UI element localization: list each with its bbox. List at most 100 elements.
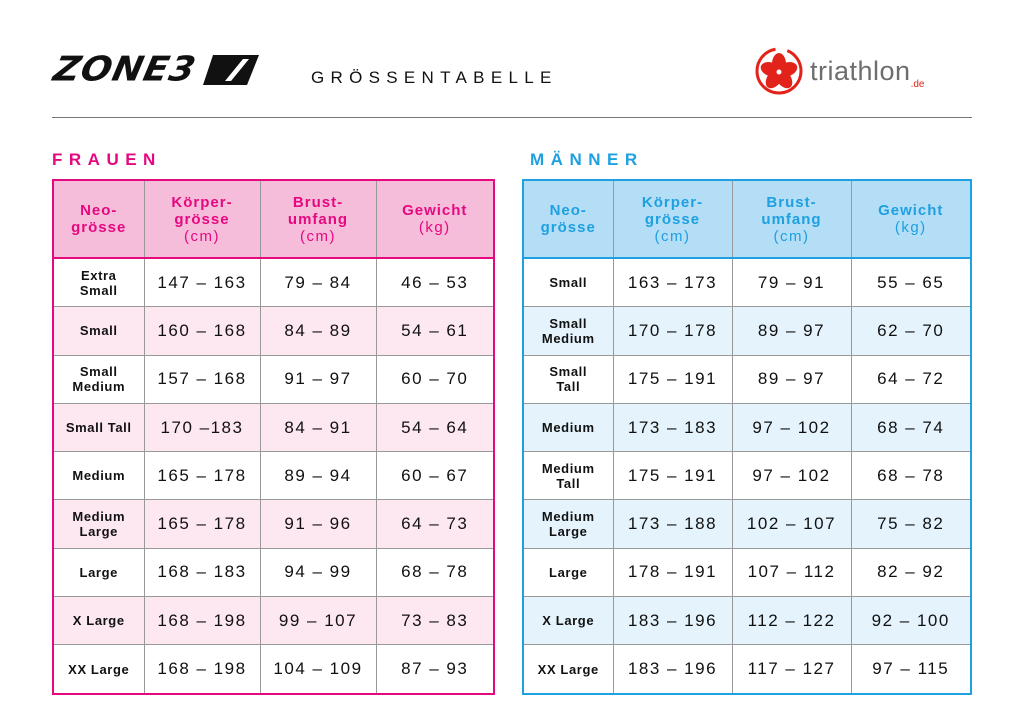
size-cell: X Large (52, 596, 145, 646)
column-header-unit: (kg) (894, 219, 927, 236)
column-header: Brust- umfang (cm) (259, 180, 376, 259)
header-row: Neo- grösse Körper- grösse (cm) Brust- umfa… (522, 180, 971, 259)
range-cell: 92 – 100 (850, 596, 972, 646)
header-divider (52, 117, 972, 118)
range-cell: 94 – 99 (259, 547, 377, 598)
size-cell: X Large (522, 596, 614, 646)
size-cell: Medium (522, 402, 614, 453)
column-header: Neo- grösse (52, 180, 144, 259)
range-cell: 55 – 65 (850, 257, 972, 308)
zone3-slash-icon (203, 55, 260, 85)
women-title: FRAUEN (52, 150, 162, 169)
range-cell: 97 – 102 (731, 451, 852, 501)
range-cell: 79 – 91 (731, 257, 852, 308)
table-row: Medium Tall 175 – 191 97 – 102 68 – 78 (522, 451, 972, 501)
range-cell: 75 – 82 (850, 499, 972, 549)
size-cell: Medium Tall (522, 451, 614, 501)
size-cell: Small (52, 306, 145, 356)
zone3-logo: ZONE3 (50, 50, 260, 89)
range-cell: 183 – 196 (612, 596, 733, 646)
table-row: Small 160 – 168 84 – 89 54 – 61 (52, 306, 495, 356)
table-row: XX Large 183 – 196 117 – 127 97 – 115 (522, 644, 972, 695)
table-row: Small 163 – 173 79 – 91 55 – 65 (522, 257, 972, 308)
column-header: Gewicht (kg) (850, 180, 971, 259)
range-cell: 160 – 168 (143, 306, 261, 356)
range-cell: 62 – 70 (850, 306, 972, 356)
table-row: XX Large 168 – 198 104 – 109 87 – 93 (52, 644, 495, 695)
range-cell: 89 – 97 (731, 306, 852, 356)
size-cell: Small (522, 257, 614, 308)
range-cell: 84 – 89 (259, 306, 377, 356)
range-cell: 89 – 94 (259, 451, 377, 501)
column-header-unit: (kg) (418, 219, 451, 236)
range-cell: 79 – 84 (259, 257, 377, 308)
column-header-label: Brust- umfang (287, 193, 349, 228)
range-cell: 84 – 91 (259, 402, 377, 453)
size-cell: Medium Large (52, 499, 145, 549)
column-header-label: Brust- umfang (761, 193, 822, 228)
range-cell: 46 – 53 (375, 257, 495, 308)
table-row: Medium Large 173 – 188 102 – 107 75 – 82 (522, 499, 972, 549)
header-row: Neo- grösse Körper- grösse (cm) Brust- umfa… (52, 180, 494, 259)
table-row: Small Medium 157 – 168 91 – 97 60 – 70 (52, 354, 495, 404)
size-cell: Large (52, 547, 145, 598)
men-title: MÄNNER (530, 150, 644, 169)
range-cell: 178 – 191 (612, 547, 733, 598)
range-cell: 165 – 178 (143, 451, 261, 501)
range-cell: 68 – 74 (850, 402, 972, 453)
range-cell: 183 – 196 (612, 644, 733, 695)
table-row: Small Tall 175 – 191 89 – 97 64 – 72 (522, 354, 972, 404)
range-cell: 73 – 83 (375, 596, 495, 646)
range-cell: 99 – 107 (259, 596, 377, 646)
triathlon-de-logo: triathlon .de (754, 46, 924, 96)
page-title: GRÖSSENTABELLE (311, 68, 558, 87)
column-header: Körper- grösse (cm) (143, 180, 260, 259)
table-row: Medium 173 – 183 97 – 102 68 – 74 (522, 402, 972, 453)
range-cell: 163 – 173 (612, 257, 733, 308)
column-header: Körper- grösse (cm) (612, 180, 732, 259)
range-cell: 54 – 64 (375, 402, 495, 453)
column-header-label: Gewicht (878, 202, 944, 219)
size-cell: Extra Small (52, 257, 145, 308)
range-cell: 89 – 97 (731, 354, 852, 404)
range-cell: 175 – 191 (612, 451, 733, 501)
range-cell: 173 – 188 (612, 499, 733, 549)
column-header-unit: (cm) (300, 227, 336, 245)
size-cell: Medium (52, 451, 145, 501)
women-size-table: Neo- grösse Körper- grösse (cm) Brust- umfa… (52, 179, 495, 695)
range-cell: 102 – 107 (731, 499, 852, 549)
partner-logo-name: triathlon (810, 55, 911, 86)
range-cell: 168 – 198 (143, 644, 261, 695)
range-cell: 64 – 73 (375, 499, 495, 549)
range-cell: 91 – 97 (259, 354, 377, 404)
size-cell: Large (522, 547, 614, 598)
range-cell: 68 – 78 (375, 547, 495, 598)
range-cell: 168 – 183 (143, 547, 261, 598)
range-cell: 60 – 70 (375, 354, 495, 404)
size-cell: Small Tall (52, 402, 145, 453)
size-cell: Small Tall (522, 354, 614, 404)
range-cell: 168 – 198 (143, 596, 261, 646)
table-row: Medium 165 – 178 89 – 94 60 – 67 (52, 451, 495, 501)
column-header-label: Neo- grösse (71, 202, 127, 236)
column-header-label: Körper- grösse (171, 193, 233, 228)
range-cell: 104 – 109 (259, 644, 377, 695)
hibiscus-icon (755, 47, 803, 95)
table-row: Medium Large 165 – 178 91 – 96 64 – 73 (52, 499, 495, 549)
table-row: Small Tall 170 –183 84 – 91 54 – 64 (52, 402, 495, 453)
partner-logo-tld: .de (910, 79, 925, 90)
column-header-unit: (cm) (654, 227, 691, 245)
range-cell: 147 – 163 (143, 257, 261, 308)
table-row: Extra Small 147 – 163 79 – 84 46 – 53 (52, 257, 495, 308)
column-header-label: Gewicht (402, 202, 468, 219)
range-cell: 64 – 72 (850, 354, 972, 404)
size-cell: XX Large (52, 644, 145, 695)
range-cell: 107 – 112 (731, 547, 852, 598)
range-cell: 175 – 191 (612, 354, 733, 404)
range-cell: 82 – 92 (850, 547, 972, 598)
column-header-unit: (cm) (773, 227, 810, 245)
column-header-label: Neo- grösse (540, 202, 596, 236)
men-size-table: Neo- grösse Körper- grösse (cm) Brust- umfa… (522, 179, 972, 695)
size-cell: XX Large (522, 644, 614, 695)
range-cell: 165 – 178 (143, 499, 261, 549)
